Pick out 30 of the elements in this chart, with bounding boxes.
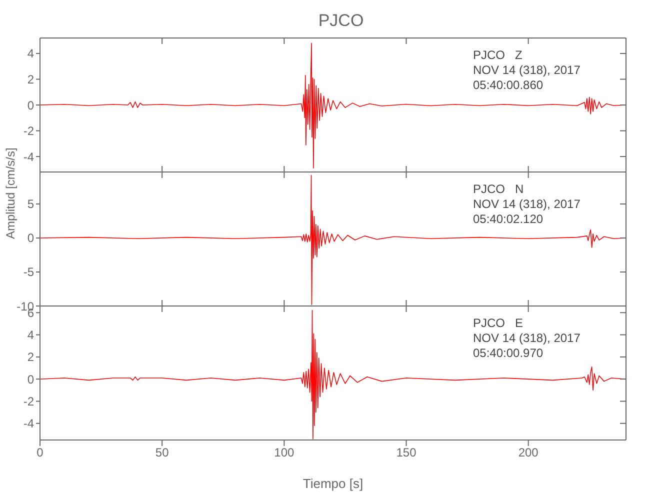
y-tick-label: 0 <box>27 98 34 112</box>
x-axis-title: Tiempo [s] <box>302 476 364 491</box>
y-tick-label: -4 <box>23 150 34 164</box>
annotation: NOV 14 (318), 2017 <box>473 331 580 346</box>
y-tick-label: -2 <box>23 394 34 408</box>
annotation: PJCO N <box>473 182 525 197</box>
x-tick-label: 0 <box>36 446 44 460</box>
x-tick-label: 200 <box>518 446 539 460</box>
annotation: 05:40:00.860 <box>473 78 544 93</box>
chart-title: PJCO <box>317 10 365 32</box>
y-tick-label: 0 <box>27 372 34 386</box>
y-tick-label: -2 <box>23 124 34 138</box>
y-tick-label: 4 <box>27 46 34 61</box>
y-tick-label: 2 <box>27 350 34 364</box>
annotation: 05:40:02.120 <box>473 212 544 227</box>
x-tick-label: 150 <box>396 446 417 460</box>
annotation: PJCO E <box>473 316 524 331</box>
y-tick-label: -4 <box>23 416 34 431</box>
y-tick-label: 4 <box>27 328 34 342</box>
y-axis-title: Amplitud [cm/s/s] <box>3 148 18 239</box>
annotation: NOV 14 (318), 2017 <box>473 63 580 78</box>
x-tick-label: 100 <box>274 446 294 460</box>
annotation: PJCO Z <box>473 48 524 63</box>
annotation: NOV 14 (318), 2017 <box>473 197 580 212</box>
y-tick-label: -5 <box>23 265 34 280</box>
x-tick-label: 50 <box>155 446 170 460</box>
y-tick-label: 2 <box>27 72 34 86</box>
annotation: 05:40:00.970 <box>473 346 544 361</box>
y-tick-label: 5 <box>27 197 34 212</box>
y-tick-label: 0 <box>27 231 34 246</box>
